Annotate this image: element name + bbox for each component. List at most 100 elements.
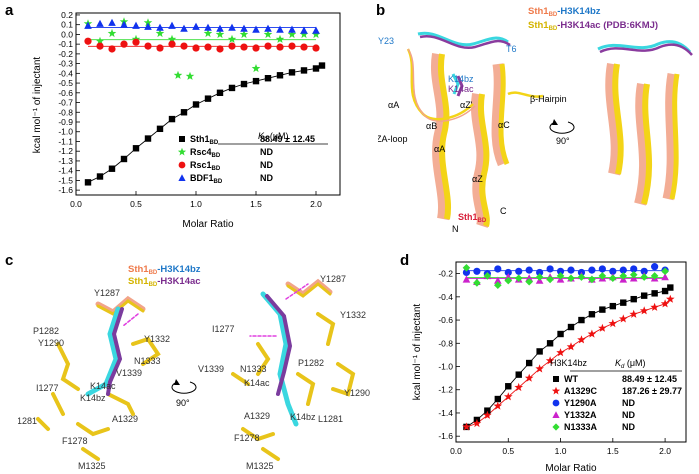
a-point-rsc1bd	[120, 40, 128, 48]
a-point-bdf1bd	[276, 25, 284, 33]
ylabel-a: kcal mol⁻¹ of injectant	[32, 57, 43, 154]
a-point-rsc4bd	[215, 29, 225, 39]
structure-b: Sth1BD-H3K14bz Sth1BD-H3K14ac (PDB:6KMJ)…	[378, 6, 693, 234]
label-t6: T6	[506, 44, 517, 54]
a-ytick-label: 0.2	[61, 10, 73, 20]
d-point-y1290a	[567, 266, 575, 274]
d-point-a1329c	[666, 294, 675, 303]
a-point-bdf1bd	[312, 26, 320, 34]
legend-d-title: H3K14bz	[550, 358, 588, 368]
a-ytick-label: 0.0	[61, 29, 73, 39]
d-point-wt	[640, 292, 648, 299]
label-rotation-b: 90°	[556, 136, 570, 146]
a-point-sth1bd	[228, 84, 236, 92]
cl-m1325: M1325	[78, 461, 106, 471]
plot-frame-d	[455, 261, 687, 443]
a-point-rsc4bd	[95, 36, 105, 45]
a-legend-kd-3: ND	[260, 173, 273, 183]
d-point-a1329c	[660, 299, 670, 308]
a-point-rsc4bd	[239, 29, 249, 39]
d-xtick-label: 1.5	[607, 446, 619, 456]
d-legend-marker-0	[553, 376, 559, 382]
a-point-sth1bd	[252, 77, 260, 85]
d-legend-kd-4: ND	[622, 422, 635, 432]
structure-right	[597, 40, 693, 206]
label-aa-top: αA	[388, 100, 399, 110]
d-point-wt	[630, 295, 637, 303]
a-point-rsc1bd	[264, 42, 272, 50]
a-xtick-label: 0.5	[130, 199, 142, 209]
a-point-rsc1bd	[108, 45, 116, 53]
a-point-rsc4bd	[263, 29, 273, 39]
label-k14bz: K14bz	[448, 74, 474, 84]
d-ytick-label: -1.2	[438, 385, 453, 395]
a-point-rsc1bd	[156, 44, 164, 52]
legend-a: Kd (μM) Sth1BD 88.49 ± 12.45 Rsc4BD ND Rsc1B…	[177, 131, 328, 185]
d-point-a1329c	[619, 314, 628, 323]
d-point-n1333a	[598, 272, 607, 280]
chart-a: 0.20.10.0-0.1-0.2-0.3-0.4-0.5-0.6-0.7-0.…	[32, 10, 341, 230]
a-point-sth1bd	[156, 125, 164, 133]
c-title-1: Sth1BD-H3K14bz	[128, 264, 201, 276]
d-legend-kd-0: 88.49 ± 12.45	[622, 374, 677, 384]
cl-k14ac: K14ac	[90, 381, 116, 391]
a-ytick-label: -1.4	[58, 166, 73, 176]
legend-d-kd-header: Kd (μM)	[615, 358, 646, 370]
cr-a1329: A1329	[244, 411, 270, 421]
d-point-a1329c	[577, 335, 586, 344]
a-point-bdf1bd	[120, 20, 128, 28]
pocket-left	[36, 295, 161, 461]
d-point-wt	[484, 407, 491, 414]
a-point-bdf1bd	[144, 22, 152, 30]
b-title-2: Sth1BD-H3K14ac (PDB:6KMJ)	[528, 20, 658, 32]
a-point-rsc4bd	[275, 34, 285, 43]
d-point-n1333a	[514, 274, 523, 283]
a-point-sth1bd	[144, 135, 152, 142]
d-point-a1329c	[608, 319, 618, 328]
a-point-sth1bd	[96, 173, 104, 180]
d-point-y1332a	[661, 273, 669, 281]
d-point-a1329c	[566, 342, 576, 351]
a-point-rsc4bd	[155, 28, 165, 38]
d-legend-marker-3	[552, 411, 560, 418]
cr-y1290: Y1290	[344, 388, 370, 398]
a-ytick-label: -0.3	[58, 59, 73, 69]
d-xtick-label: 0.0	[450, 446, 462, 456]
a-xtick-label: 0.0	[70, 199, 82, 209]
a-point-bdf1bd	[252, 25, 260, 33]
d-legend-kd-2: ND	[622, 398, 635, 408]
a-point-sth1bd	[204, 95, 212, 102]
d-point-n1333a	[473, 279, 481, 287]
a-ytick-label: -0.8	[58, 107, 73, 117]
label-y23: Y23	[378, 36, 394, 46]
d-point-y1290a	[494, 265, 502, 273]
c-title-2: Sth1BD-H3K14ac	[128, 276, 201, 288]
a-legend-marker-3	[178, 174, 186, 181]
d-point-y1290a	[462, 268, 471, 277]
panel-letter-b: b	[376, 2, 386, 19]
a-point-rsc1bd	[180, 42, 188, 50]
a-legend-kd-1: ND	[260, 147, 273, 157]
d-legend-name-4: N1333A	[564, 422, 598, 432]
a-point-sth1bd	[318, 62, 326, 69]
d-point-y1290a	[504, 268, 512, 277]
d-legend-name-1: A1329C	[564, 386, 598, 396]
d-point-a1329c	[598, 323, 607, 332]
a-point-sth1bd	[132, 145, 140, 152]
cl-p1282: P1282	[33, 326, 59, 336]
a-point-rsc1bd	[216, 45, 224, 53]
label-hairpin: β-Hairpin	[530, 94, 567, 104]
d-point-wt	[661, 287, 669, 295]
d-point-a1329c	[535, 364, 544, 373]
d-point-a1329c	[629, 309, 638, 318]
cr-i1277: I1277	[212, 324, 235, 334]
d-point-n1333a	[556, 272, 565, 280]
a-ytick-label: -1.5	[58, 175, 73, 185]
d-ytick-label: -1.6	[438, 431, 453, 441]
d-legend-marker-2	[552, 399, 560, 407]
cl-n1333: N1333	[134, 356, 161, 366]
a-point-rsc4bd	[107, 28, 117, 38]
panel-letter-d: d	[400, 252, 410, 269]
d-point-a1329c	[650, 302, 659, 311]
cr-n1333: N1333	[240, 364, 267, 374]
